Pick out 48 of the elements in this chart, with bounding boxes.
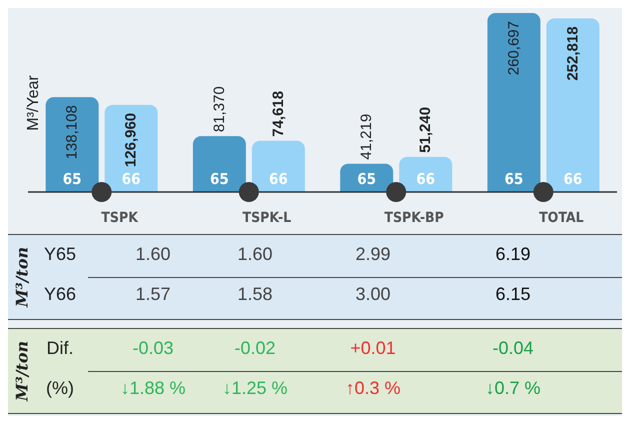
text: Dif. — [46, 338, 74, 358]
data-label: 126,960 — [122, 112, 140, 168]
bar — [252, 140, 305, 192]
text: -0.03 — [131, 338, 175, 359]
data-label: 51,240 — [417, 106, 434, 153]
text: ↓1.88 % — [119, 378, 187, 399]
text: -0.02 — [233, 338, 277, 359]
bar — [546, 18, 600, 192]
text: 65 — [210, 170, 229, 188]
text: ↓1.25 % — [221, 378, 289, 399]
bar — [192, 136, 246, 192]
text: 1.58 — [236, 284, 274, 305]
text: -0.04 — [491, 338, 535, 359]
x-tick-label: TSPK-L — [242, 210, 292, 226]
series-label: 66 — [122, 170, 141, 188]
text: (%) — [46, 378, 74, 398]
text: 2.99 — [354, 244, 392, 265]
text: 66 — [564, 170, 582, 188]
text: 1.60 — [236, 244, 274, 265]
data-label: 252,818 — [564, 26, 582, 81]
text: 66 — [416, 170, 436, 188]
text: M³/ton — [12, 246, 32, 308]
data-label: 138,108 — [64, 105, 81, 160]
text: 66 — [269, 170, 288, 188]
text: ↑0.3 % — [344, 378, 402, 399]
text: 3.00 — [354, 284, 392, 305]
text: 6.19 — [494, 244, 532, 265]
text: 6.15 — [494, 284, 532, 305]
x-tick-label: TOTAL — [539, 210, 584, 226]
text: 1.60 — [134, 244, 172, 265]
x-tick-label: TSPK — [101, 210, 140, 226]
data-label: 41,219 — [358, 114, 376, 160]
bar — [487, 13, 540, 192]
text: Y66 — [44, 284, 76, 304]
bar — [46, 97, 99, 192]
data-label: 74,618 — [270, 90, 287, 137]
text: M³/ton — [12, 340, 32, 402]
text: 1.57 — [134, 284, 172, 305]
text: 65 — [357, 170, 376, 188]
data-label: 81,370 — [210, 86, 228, 132]
series-label: 65 — [62, 170, 82, 188]
text: +0.01 — [349, 338, 397, 359]
text: 65 — [504, 170, 524, 188]
data-label: 260,697 — [505, 21, 522, 76]
x-tick-label: TSPK-BP — [384, 210, 444, 226]
text: ↓0.7 % — [484, 378, 542, 399]
y-axis-title: M³/Year — [25, 75, 43, 131]
text: Y65 — [44, 244, 76, 264]
